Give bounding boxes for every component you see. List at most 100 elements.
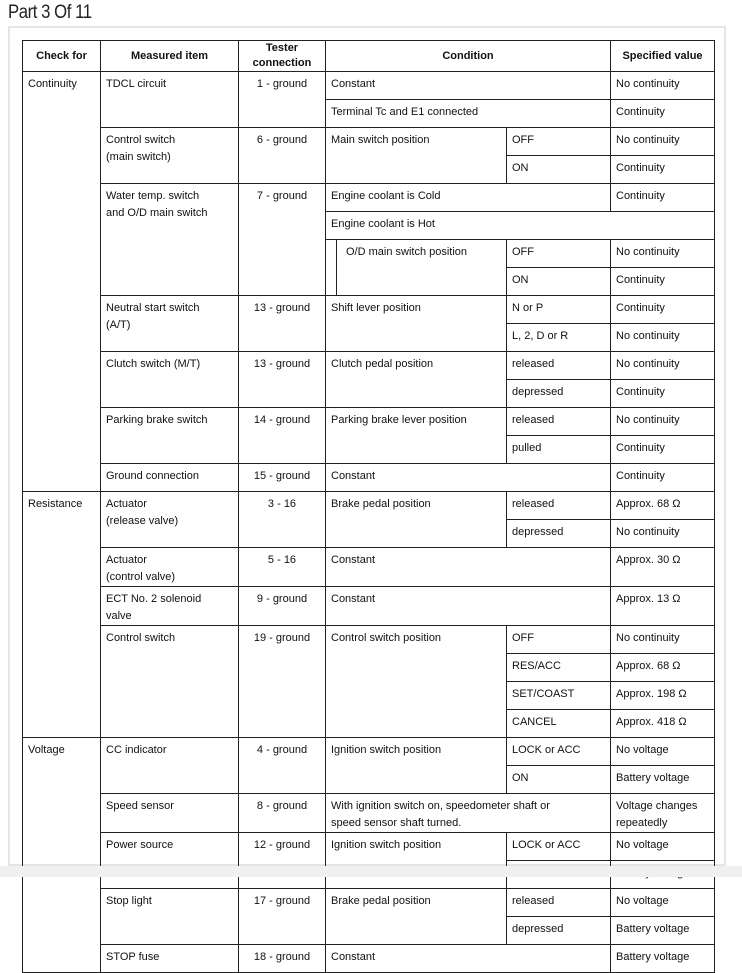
specified-value-cell: Continuity: [610, 379, 715, 408]
measured-item-cell: Clutch switch (M/T): [100, 351, 239, 408]
measured-item-cell: Control switch (main switch): [100, 127, 239, 184]
specified-value-cell: No continuity: [610, 239, 715, 268]
specified-value-cell: Approx. 198 Ω: [610, 681, 715, 710]
table-row: Power source 12 - ground Ignition switch p…: [23, 832, 715, 889]
specified-value-cell: Continuity: [610, 99, 715, 128]
tester-connection-cell: 13 - ground: [238, 295, 326, 352]
condition-state-cell: ON: [506, 267, 611, 296]
specified-value-cell: Continuity: [610, 295, 715, 324]
page-title: Part 3 Of 11: [8, 2, 92, 23]
condition-cell: Constant: [325, 586, 611, 626]
specified-value-cell: No continuity: [610, 625, 715, 654]
specified-value-cell: No continuity: [610, 407, 715, 436]
measured-item-cell: STOP fuse: [100, 944, 239, 973]
table-row: Actuator (control valve) 5 - 16 Constant Ap…: [23, 547, 715, 587]
specified-value-cell: Continuity: [610, 183, 715, 212]
header-check-for: Check for: [22, 40, 101, 72]
tester-connection-cell: 12 - ground: [238, 832, 326, 889]
condition-cell: Constant: [325, 944, 611, 973]
measured-item-cell: Power source: [100, 832, 239, 889]
page-bottom-bar: [0, 866, 742, 877]
condition-cell: Ignition switch position: [325, 832, 507, 889]
measured-item-cell: ECT No. 2 solenoid valve: [100, 586, 239, 626]
condition-state-cell: released: [506, 491, 611, 520]
measured-item-cell: Stop light: [100, 888, 239, 945]
tester-connection-cell: 6 - ground: [238, 127, 326, 184]
tester-connection-cell: 8 - ground: [238, 793, 326, 833]
specified-value-cell: No continuity: [610, 127, 715, 156]
condition-cell: Constant: [325, 71, 611, 100]
tester-connection-cell: 13 - ground: [238, 351, 326, 408]
specified-value-cell: No continuity: [610, 519, 715, 548]
condition-state-cell: OFF: [506, 239, 611, 268]
condition-state-cell: depressed: [506, 379, 611, 408]
condition-cell: Ignition switch position: [325, 737, 507, 794]
tester-connection-cell: 1 - ground: [238, 71, 326, 128]
table-row: Control switch 19 - ground Control switch …: [23, 625, 715, 738]
table-row: O/D main switch position OFF No continuity: [23, 239, 715, 296]
condition-cell: Constant: [325, 463, 611, 492]
specified-value-cell: Continuity: [610, 267, 715, 296]
table-row: ECT No. 2 solenoid valve 9 - ground Consta…: [23, 586, 715, 626]
table-row: depressed Continuity: [23, 379, 715, 408]
specified-value-cell: Battery voltage: [610, 944, 715, 973]
specified-value-cell: Approx. 418 Ω: [610, 709, 715, 738]
table-row: CANCEL Approx. 418 Ω: [23, 709, 715, 738]
measured-item-cell: Neutral start switch (A/T): [100, 295, 239, 352]
table-row: ON Continuity: [23, 267, 715, 296]
table-row: RES/ACC Approx. 68 Ω: [23, 653, 715, 682]
table-row: Engine coolant is Hot: [23, 211, 715, 240]
check-for-cell: Resistance: [22, 491, 101, 738]
measured-item-cell: CC indicator: [100, 737, 239, 794]
check-for-cell: Voltage: [22, 737, 101, 973]
specified-value-cell: Battery voltage: [610, 765, 715, 794]
condition-state-cell: depressed: [506, 519, 611, 548]
condition-state-cell: L, 2, D or R: [506, 323, 611, 352]
tester-connection-cell: 15 - ground: [238, 463, 326, 492]
header-tester-connection: Tester connection: [238, 40, 326, 72]
condition-state-cell: CANCEL: [506, 709, 611, 738]
condition-cell: Terminal Tc and E1 connected: [325, 99, 611, 128]
table-row: SET/COAST Approx. 198 Ω: [23, 681, 715, 710]
tester-connection-cell: 9 - ground: [238, 586, 326, 626]
measured-item-cell: Water temp. switch and O/D main switch: [100, 183, 239, 296]
measured-item-cell: Ground connection: [100, 463, 239, 492]
condition-state-cell: LOCK or ACC: [506, 737, 611, 766]
tester-connection-cell: 3 - 16: [238, 491, 326, 548]
measured-item-cell: Actuator (release valve): [100, 491, 239, 548]
condition-cell: Control switch position: [325, 625, 507, 738]
specification-table: Check for Measured item Tester connectio…: [22, 40, 715, 973]
condition-cell: Engine coolant is Hot: [325, 211, 715, 240]
table-row: STOP fuse 18 - ground Constant Battery volt…: [23, 944, 715, 973]
tester-connection-cell: 14 - ground: [238, 407, 326, 464]
header-measured-item: Measured item: [100, 40, 239, 72]
table-row: Continuity TDCL circuit 1 - ground Constant…: [22, 71, 715, 492]
condition-state-cell: N or P: [506, 295, 611, 324]
condition-state-cell: released: [506, 351, 611, 380]
specified-value-cell: Continuity: [610, 463, 715, 492]
table-row: Neutral start switch (A/T) 13 - ground Shi…: [23, 295, 715, 352]
table-row: depressed No continuity: [23, 519, 715, 548]
check-for-cell: Continuity: [22, 71, 101, 492]
table-row: Voltage CC indicator 4 - ground Ignition sw…: [22, 737, 715, 973]
condition-cell: Engine coolant is Cold: [325, 183, 611, 212]
tester-connection-cell: 18 - ground: [238, 944, 326, 973]
measured-item-cell: Parking brake switch: [100, 407, 239, 464]
specified-value-cell: Continuity: [610, 435, 715, 464]
table-row: Stop light 17 - ground Brake pedal positio…: [23, 888, 715, 945]
measured-item-cell: Speed sensor: [100, 793, 239, 833]
table-row: Water temp. switch and O/D main switch 7 …: [23, 183, 715, 296]
tester-connection-cell: 17 - ground: [238, 888, 326, 945]
table-row: ON Continuity: [23, 155, 715, 184]
table-row: Resistance Actuator (release valve) 3 - 16…: [22, 491, 715, 738]
header-condition: Condition: [325, 40, 611, 72]
sub-condition-cell: O/D main switch position: [325, 239, 507, 296]
specified-value-cell: Approx. 68 Ω: [610, 491, 715, 520]
specified-value-cell: No continuity: [610, 71, 715, 100]
condition-state-cell: SET/COAST: [506, 681, 611, 710]
table-row: Speed sensor 8 - ground With ignition swit…: [23, 793, 715, 833]
condition-cell: Brake pedal position: [325, 491, 507, 548]
specified-value-cell: Approx. 30 Ω: [610, 547, 715, 587]
condition-state-cell: pulled: [506, 435, 611, 464]
condition-cell: With ignition switch on, speedometer sha…: [325, 793, 611, 833]
